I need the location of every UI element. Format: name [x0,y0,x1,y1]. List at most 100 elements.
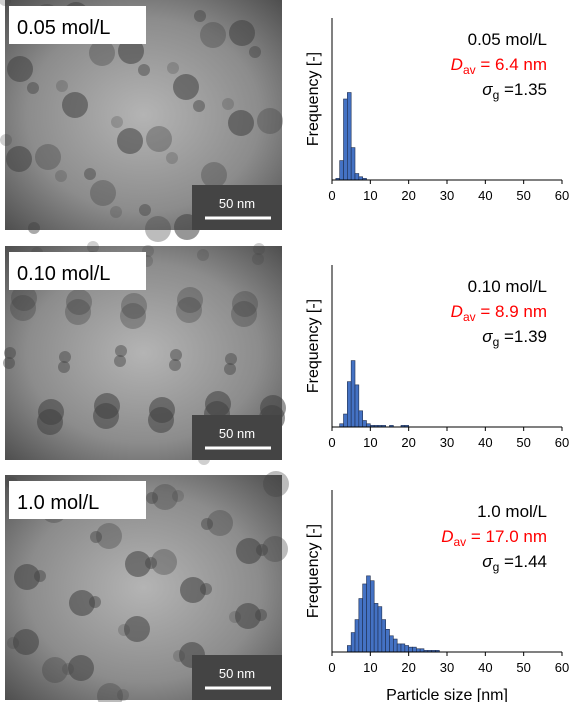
annotation-subscript: g [493,335,500,349]
bar [344,414,348,427]
particle [115,345,127,357]
bar [355,385,359,427]
y-axis-label: Frequency [-] [305,524,322,618]
annotation: σg =1.35 [482,80,547,102]
bar [374,603,378,652]
bar [405,646,409,652]
bar [351,633,355,652]
annotation: σg =1.39 [482,327,547,349]
annotation-subscript: av [463,310,476,324]
particle [229,20,255,46]
bar [359,411,363,427]
particle [117,128,143,154]
annotation-subscript: av [454,535,467,549]
bar [363,421,367,427]
annotation-subscript: g [493,88,500,102]
scale-bar-label: 50 nm [219,666,255,681]
bar [413,647,417,652]
bar [340,161,344,180]
particle [14,564,40,590]
annotation-text: =1.35 [499,80,547,99]
annotation: 0.10 mol/L [468,277,547,296]
micrograph-label: 1.0 mol/L [17,492,99,514]
particle [146,126,172,152]
x-tick-label: 40 [478,660,492,675]
annotation: σg =1.44 [482,552,547,574]
x-tick-label: 20 [401,435,415,450]
x-tick-label: 40 [478,435,492,450]
bar [351,361,355,427]
particle [84,168,96,180]
particle [56,80,68,92]
particle [138,64,150,76]
micrograph-label: 0.10 mol/L [17,263,110,285]
annotation: Dav = 17.0 nm [441,527,547,549]
particle [225,353,237,365]
particle [7,56,33,82]
particle [228,110,254,136]
x-tick-label: 50 [516,188,530,203]
x-tick-label: 60 [555,660,569,675]
annotation-text: 1.0 mol/L [477,502,547,521]
particle [87,241,99,253]
particle [166,152,178,164]
bar [390,636,394,652]
particle [201,162,227,188]
bar [347,93,351,180]
annotation: 1.0 mol/L [477,502,547,521]
particle [200,22,226,48]
bar [363,584,367,652]
particle [257,108,283,134]
particle [27,82,39,94]
particle [118,624,130,636]
particle [253,243,265,255]
bar [401,644,405,652]
x-tick-label: 0 [328,435,335,450]
annotation-text: = 8.9 nm [476,302,547,321]
particle [62,92,88,118]
x-tick-label: 50 [516,660,530,675]
particle [222,98,234,110]
annotation: Dav = 8.9 nm [451,302,547,324]
annotation-subscript: av [463,63,476,77]
particle [229,611,241,623]
particle [193,100,205,112]
annotation-symbol: D [441,527,453,546]
annotation: 0.05 mol/L [468,30,547,49]
annotation-text: = 17.0 nm [466,527,547,546]
particle [180,577,206,603]
particle [125,551,151,577]
particle [205,391,231,417]
particle [94,393,120,419]
x-tick-label: 10 [363,188,377,203]
bar [355,174,359,180]
bar [351,148,355,180]
annotation-text: = 6.4 nm [476,55,547,74]
bar [386,629,390,652]
x-tick-label: 10 [363,660,377,675]
bar [355,620,359,652]
particle [149,397,175,423]
y-axis-label: Frequency [-] [305,52,322,146]
particle [4,347,16,359]
particle [90,180,116,206]
particle [173,74,199,100]
particle [0,134,12,146]
x-axis-label: Particle size [nm] [386,687,508,702]
x-tick-label: 0 [328,660,335,675]
particle [59,351,71,363]
particle [38,399,64,425]
bar [393,639,397,652]
particle [201,518,213,530]
bar [397,644,401,652]
particle [121,293,147,319]
x-tick-label: 30 [440,660,454,675]
bar [370,581,374,652]
particle [90,531,102,543]
particle [194,10,206,22]
bar [409,647,413,652]
annotation-text: =1.39 [499,327,547,346]
bar [347,646,351,652]
particle [263,471,289,497]
bar [367,576,371,652]
